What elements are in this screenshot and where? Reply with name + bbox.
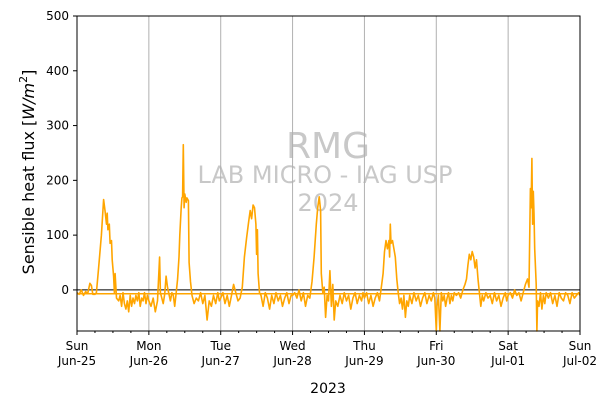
y-tick-label-100: 100 (46, 228, 69, 242)
x-tick-weekday-6: Sat (498, 339, 518, 353)
x-tick-date-2: Jun-27 (201, 354, 240, 368)
y-tick-label-200: 200 (46, 173, 69, 187)
x-tick-date-1: Jun-26 (129, 354, 168, 368)
y-tick-label-0: 0 (61, 283, 69, 297)
x-ticks: SunJun-25MonJun-26TueJun-27WedJun-28ThuJ… (57, 331, 597, 368)
x-tick-weekday-0: Sun (66, 339, 89, 353)
x-tick-weekday-1: Mon (136, 339, 161, 353)
y-axis-label-text: Sensible heat flux [ (19, 120, 38, 275)
x-tick-weekday-5: Fri (429, 339, 443, 353)
series-group (76, 143, 581, 332)
y-tick-label-500: 500 (46, 9, 69, 23)
y-ticks: 0 100 200 300 400 500 (46, 9, 77, 297)
y-axis-label: Sensible heat flux [W/m2] (17, 70, 38, 275)
x-tick-date-5: Jun-30 (416, 354, 455, 368)
watermark-line-2: LAB MICRO - IAG USP (197, 161, 452, 189)
x-tick-date-3: Jun-28 (272, 354, 311, 368)
x-tick-weekday-7: Sun (569, 339, 592, 353)
y-tick-label-400: 400 (46, 64, 69, 78)
y-axis-label-close: ] (19, 70, 38, 76)
y-axis-label-exponent: 2 (17, 76, 30, 83)
series-line-0 (76, 143, 581, 332)
grid-lines (148, 16, 509, 331)
watermark-line-3: 2024 (297, 189, 358, 217)
y-tick-label-300: 300 (46, 119, 69, 133)
watermark-line-1: RMG (286, 126, 370, 167)
x-tick-date-7: Jul-02 (562, 354, 597, 368)
x-tick-weekday-2: Tue (209, 339, 231, 353)
x-tick-date-4: Jun-29 (344, 354, 383, 368)
y-axis-label-unit: W/m (19, 83, 38, 120)
x-tick-weekday-3: Wed (279, 339, 305, 353)
x-tick-weekday-4: Thu (352, 339, 376, 353)
x-tick-date-0: Jun-25 (57, 354, 96, 368)
x-tick-date-6: Jul-01 (490, 354, 525, 368)
x-axis-label: 2023 (310, 381, 346, 397)
